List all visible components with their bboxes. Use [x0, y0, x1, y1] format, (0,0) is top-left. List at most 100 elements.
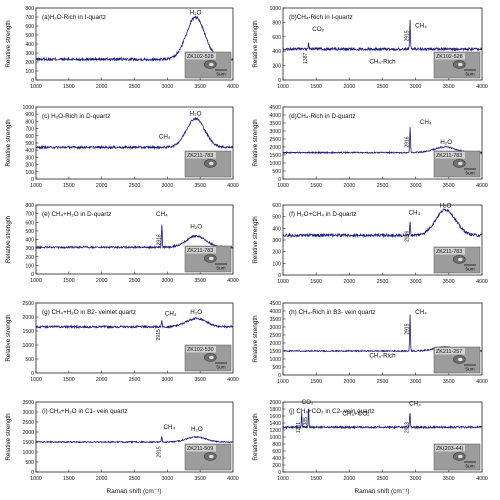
sample-label-bg — [435, 152, 465, 159]
scale-bar-label: 5um — [465, 72, 474, 78]
x-tick-label: 2000 — [344, 183, 356, 189]
y-tick-label: 400 — [25, 148, 34, 154]
x-tick-label: 1500 — [310, 279, 322, 285]
y-tick-label: 2000 — [269, 341, 281, 347]
panel-a: 0 100 200 300 400 500 600 700 800 1000 1500 2000 250… — [5, 6, 239, 90]
y-tick-label: 800 — [272, 20, 281, 26]
x-tick-label: 4000 — [227, 278, 239, 284]
species-annotation: CH₄ — [156, 211, 168, 218]
panel-label: (i) CH₄+H₂O in C1- vein quartz — [42, 408, 128, 415]
scale-bar-label: 5um — [465, 464, 474, 470]
y-axis-label: Relative strength — [252, 20, 259, 68]
y-tick-label: 300 — [272, 238, 281, 244]
x-tick-label: 3000 — [162, 476, 174, 482]
y-tick-label: 0 — [31, 470, 34, 476]
y-tick-label: 100 — [25, 263, 34, 269]
sample-id-label: ZK211-783 — [436, 249, 462, 255]
x-tick-label: 1000 — [277, 183, 289, 189]
sample-label-bg — [186, 247, 216, 254]
species-annotation: CH₄-Rich — [369, 58, 396, 65]
y-axis-label: Relative strength — [252, 119, 259, 167]
y-tick-label: 800 — [272, 442, 281, 448]
peak-position-label: 2915 — [405, 30, 411, 41]
species-annotation: CH₄ — [415, 309, 427, 316]
x-tick-label: 3000 — [410, 84, 422, 90]
y-tick-label: 800 — [25, 6, 34, 12]
x-tick-label: 4000 — [476, 279, 488, 285]
y-tick-label: 4500 — [269, 105, 281, 111]
peak-position-label: 1281 — [296, 422, 302, 433]
panel-label: (f) H₂O+CH₄ in D-quartz — [289, 211, 356, 218]
x-tick-label: 4000 — [227, 476, 239, 482]
species-annotation: CH₄ — [409, 401, 421, 408]
panel-g: 0 500 1000 1500 2000 2500 1000 1500 2000 2500 3000… — [5, 301, 239, 383]
peak-position-label: 2915 — [156, 329, 162, 340]
y-tick-label: 100 — [25, 69, 34, 75]
scale-bar-label: 5um — [216, 72, 225, 78]
spectrum-line — [35, 116, 234, 150]
panel-label: (h) CH₄-Rich in B3- vein quartz — [289, 309, 376, 316]
species-annotation: CH₄ — [409, 209, 421, 216]
spectrum-line — [282, 208, 483, 239]
y-tick-label: 400 — [272, 226, 281, 232]
species-annotation: CO₂ — [302, 399, 314, 406]
panel-d: 0 500 1000 1500 2000 2500 3000 3500 4000 4500 1000… — [252, 105, 488, 189]
y-tick-label: 500 — [25, 141, 34, 147]
y-tick-label: 800 — [25, 119, 34, 125]
y-tick-label: 700 — [25, 212, 34, 218]
x-tick-label: 2000 — [344, 279, 356, 285]
x-tick-label: 3500 — [443, 279, 455, 285]
species-annotation: CH₄ — [165, 311, 177, 318]
y-tick-label: 2000 — [269, 145, 281, 151]
y-tick-label: 4000 — [269, 309, 281, 315]
sample-id-label: ZK211-783 — [436, 153, 462, 159]
peak-position-label: 2915 — [405, 323, 411, 334]
y-tick-label: 1000 — [269, 161, 281, 167]
panel-b: 0 200 400 600 800 1000 1000 1500 2000 2500 3000 350… — [252, 6, 488, 90]
vapor-bubble — [458, 357, 463, 362]
x-tick-label: 2500 — [129, 278, 141, 284]
y-tick-label: 600 — [25, 24, 34, 30]
y-tick-label: 1000 — [22, 105, 34, 111]
inclusion-photo-inset: ZK211-783 — [184, 150, 232, 178]
x-tick-label: 2000 — [344, 84, 356, 90]
vapor-bubble — [209, 161, 214, 166]
inclusion-photo-inset: ZK211-783 5um — [184, 245, 232, 273]
y-tick-label: 0 — [31, 371, 34, 377]
y-tick-label: 600 — [272, 203, 281, 209]
y-tick-label: 0 — [278, 177, 281, 183]
y-tick-label: 200 — [272, 64, 281, 70]
x-tick-label: 3500 — [194, 476, 206, 482]
panel-e: 0 100 200 300 400 500 600 700 800 1000 1500 2000 250… — [5, 203, 239, 284]
y-tick-label: 0 — [31, 272, 34, 278]
x-tick-label: 1500 — [310, 84, 322, 90]
x-tick-label: 3500 — [194, 377, 206, 383]
x-tick-label: 3500 — [443, 476, 455, 482]
y-tick-label: 500 — [272, 365, 281, 371]
y-tick-label: 200 — [272, 250, 281, 256]
y-tick-label: 4500 — [269, 301, 281, 307]
y-tick-label: 100 — [25, 170, 34, 176]
x-tick-label: 2000 — [96, 377, 108, 383]
x-tick-label: 2500 — [129, 377, 141, 383]
y-tick-label: 400 — [25, 42, 34, 48]
y-tick-label: 1500 — [269, 153, 281, 159]
x-tick-label: 3000 — [410, 183, 422, 189]
species-annotation: H₂O — [191, 426, 203, 433]
inclusion-photo-inset: ZK102-528 5um — [433, 51, 481, 79]
sample-label-bg — [435, 445, 465, 452]
y-axis-label: Relative strength — [5, 119, 12, 167]
y-tick-label: 1500 — [22, 329, 34, 335]
y-tick-label: 500 — [25, 229, 34, 235]
y-axis-label: Relative strength — [252, 413, 259, 461]
x-tick-label: 1000 — [277, 379, 289, 385]
spectrum-line — [282, 314, 483, 353]
y-tick-label: 2000 — [22, 430, 34, 436]
species-annotation: CO₂ — [312, 26, 324, 33]
y-tick-label: 500 — [272, 215, 281, 221]
y-tick-label: 0 — [278, 470, 281, 476]
vapor-bubble — [458, 62, 463, 67]
vapor-bubble — [209, 62, 214, 67]
